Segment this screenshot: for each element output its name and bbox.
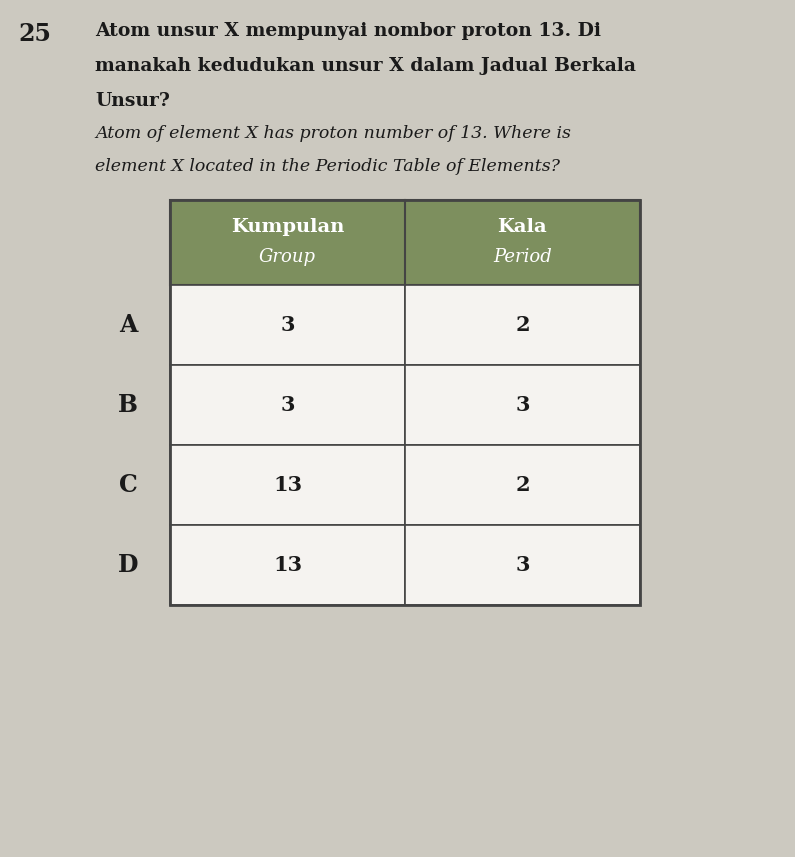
Text: 3: 3: [515, 395, 529, 415]
Text: 25: 25: [18, 22, 51, 46]
Bar: [170, 200, 640, 285]
Text: Atom of element X has proton number of 13. Where is: Atom of element X has proton number of 1…: [95, 125, 571, 142]
Bar: [405, 445, 640, 525]
Text: 3: 3: [281, 315, 295, 335]
Text: Period: Period: [493, 248, 552, 266]
Text: C: C: [118, 473, 138, 497]
Text: 2: 2: [515, 475, 529, 495]
Text: 13: 13: [273, 555, 302, 575]
Bar: [170, 285, 405, 365]
Text: B: B: [118, 393, 138, 417]
Bar: [405, 525, 640, 605]
Bar: [405, 365, 640, 445]
Text: Group: Group: [259, 248, 316, 266]
Bar: [170, 365, 405, 445]
Text: 2: 2: [515, 315, 529, 335]
Text: 13: 13: [273, 475, 302, 495]
Bar: [170, 200, 640, 605]
Bar: [170, 445, 405, 525]
Bar: [170, 525, 405, 605]
Text: D: D: [118, 553, 138, 577]
Text: 3: 3: [281, 395, 295, 415]
Text: 3: 3: [515, 555, 529, 575]
Bar: [405, 285, 640, 365]
Text: element X located in the Periodic Table of Elements?: element X located in the Periodic Table …: [95, 158, 560, 175]
Text: Unsur?: Unsur?: [95, 92, 170, 110]
Text: A: A: [118, 313, 138, 337]
Text: Kumpulan: Kumpulan: [231, 218, 344, 236]
Text: manakah kedudukan unsur X dalam Jadual Berkala: manakah kedudukan unsur X dalam Jadual B…: [95, 57, 636, 75]
Text: Atom unsur X mempunyai nombor proton 13. Di: Atom unsur X mempunyai nombor proton 13.…: [95, 22, 601, 40]
Text: Kala: Kala: [498, 218, 548, 236]
